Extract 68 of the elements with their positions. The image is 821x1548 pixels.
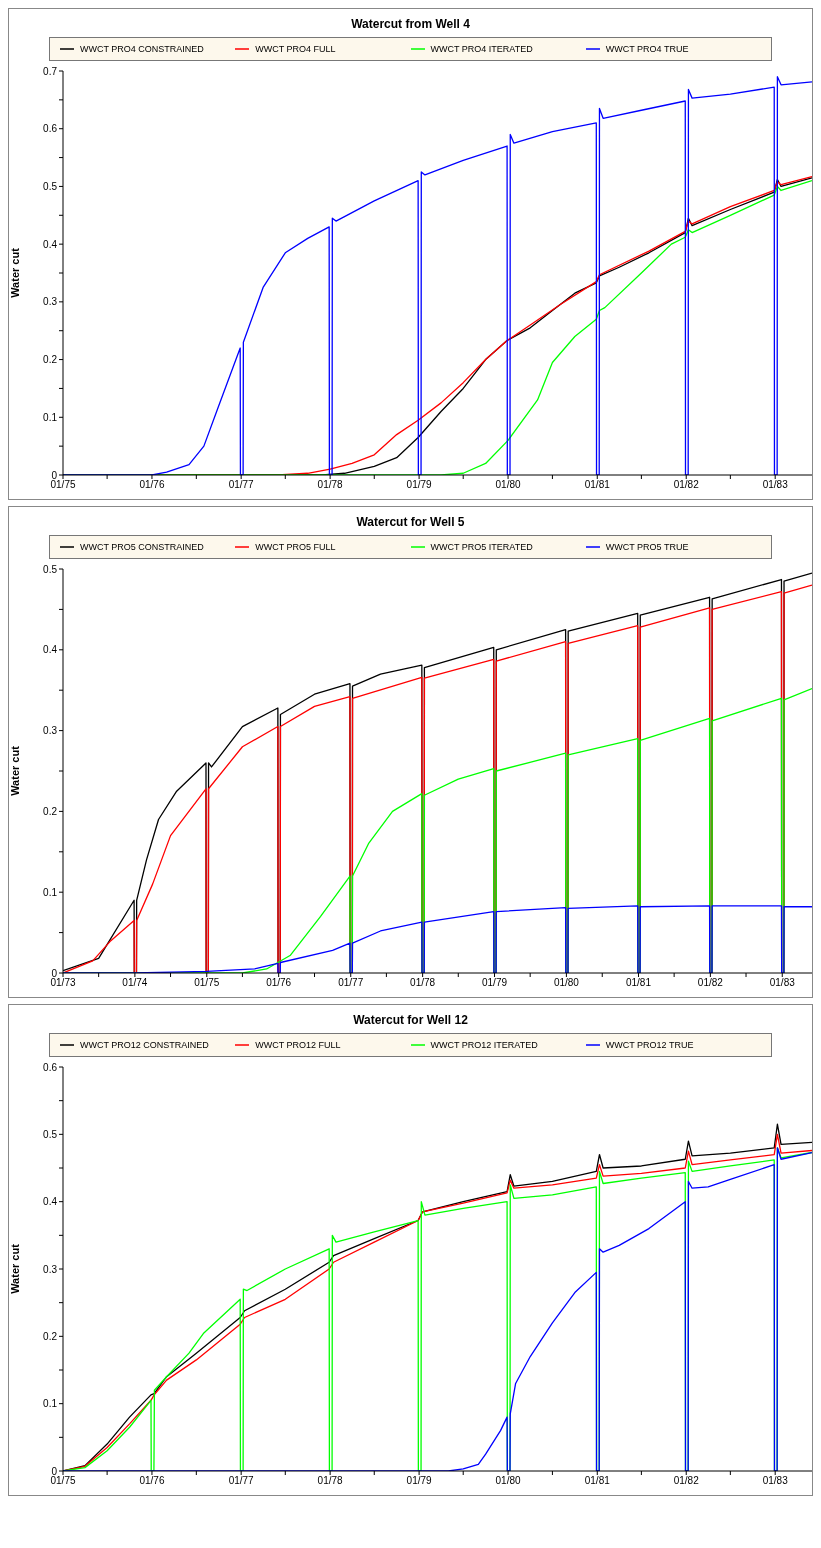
chart-title: Watercut for Well 5 [355, 514, 466, 531]
x-tick-label: 01/81 [584, 1475, 611, 1487]
legend-label: WWCT PRO4 TRUE [605, 44, 689, 54]
x-tick-label: 01/82 [673, 479, 700, 491]
y-tick-label: 0 [51, 967, 58, 979]
x-tick-label: 01/78 [317, 1475, 344, 1487]
legend-label: WWCT PRO12 CONSTRAINED [80, 1040, 209, 1050]
y-tick-label: 0.4 [43, 644, 58, 656]
x-tick-label: 01/77 [228, 479, 255, 491]
legend-label: WWCT PRO12 ITERATED [430, 1040, 538, 1050]
y-axis-title: Water cut [8, 1243, 21, 1294]
legend-label: WWCT PRO4 CONSTRAINED [80, 44, 204, 54]
x-tick-label: 01/80 [553, 977, 580, 989]
x-tick-label: 01/75 [194, 977, 220, 989]
legend-label: WWCT PRO4 ITERATED [430, 44, 533, 54]
x-tick-label: 01/82 [673, 1475, 700, 1487]
y-tick-label: 0.2 [43, 354, 58, 366]
y-tick-label: 0.1 [43, 1398, 58, 1410]
y-tick-label: 0.5 [43, 563, 58, 575]
y-tick-label: 0 [51, 1465, 58, 1477]
x-tick-label: 01/73 [50, 977, 76, 989]
x-tick-label: 01/81 [625, 977, 652, 989]
x-tick-label: 01/78 [317, 479, 344, 491]
chart-title: Watercut from Well 4 [350, 16, 471, 33]
x-tick-label: 01/81 [584, 479, 611, 491]
y-tick-label: 0.1 [43, 886, 58, 898]
y-tick-label: 0 [51, 469, 58, 481]
y-axis-title: Water cut [8, 247, 21, 298]
x-tick-label: 01/76 [139, 479, 165, 491]
legend-label: WWCT PRO5 TRUE [605, 542, 689, 552]
x-tick-label: 01/83 [762, 1475, 789, 1487]
x-tick-label: 01/76 [266, 977, 292, 989]
y-tick-label: 0.2 [43, 805, 58, 817]
x-tick-label: 01/80 [495, 1475, 522, 1487]
x-tick-label: 01/76 [139, 1475, 165, 1487]
x-tick-label: 01/83 [762, 479, 789, 491]
legend-label: WWCT PRO5 CONSTRAINED [80, 542, 204, 552]
x-tick-label: 01/79 [406, 1475, 433, 1487]
x-tick-label: 01/77 [228, 1475, 255, 1487]
x-tick-label: 01/74 [122, 977, 148, 989]
y-tick-label: 0.6 [43, 1061, 58, 1073]
y-tick-label: 0.5 [43, 1128, 58, 1140]
y-tick-label: 0.7 [43, 65, 58, 77]
y-tick-label: 0.3 [43, 296, 58, 308]
x-tick-label: 01/79 [406, 479, 433, 491]
y-tick-label: 0.4 [43, 1196, 58, 1208]
y-tick-label: 0.3 [43, 1263, 58, 1275]
x-tick-label: 01/75 [50, 1475, 76, 1487]
y-tick-label: 0.4 [43, 238, 58, 250]
chart-title: Watercut for Well 12 [352, 1012, 469, 1029]
y-axis-title: Water cut [8, 745, 21, 796]
legend-label: WWCT PRO4 FULL [255, 44, 336, 54]
x-tick-label: 01/77 [338, 977, 364, 989]
x-tick-label: 01/83 [769, 977, 796, 989]
x-tick-label: 01/80 [495, 479, 522, 491]
y-tick-label: 0.6 [43, 123, 58, 135]
y-tick-label: 0.5 [43, 180, 58, 192]
y-tick-label: 0.2 [43, 1330, 58, 1342]
legend-label: WWCT PRO12 FULL [255, 1040, 341, 1050]
legend-label: WWCT PRO5 ITERATED [430, 542, 533, 552]
x-tick-label: 01/75 [50, 479, 76, 491]
legend-label: WWCT PRO5 FULL [255, 542, 336, 552]
x-tick-label: 01/78 [410, 977, 436, 989]
legend-label: WWCT PRO12 TRUE [605, 1040, 694, 1050]
y-tick-label: 0.1 [43, 411, 58, 423]
x-tick-label: 01/82 [697, 977, 724, 989]
x-tick-label: 01/79 [482, 977, 508, 989]
y-tick-label: 0.3 [43, 725, 58, 737]
